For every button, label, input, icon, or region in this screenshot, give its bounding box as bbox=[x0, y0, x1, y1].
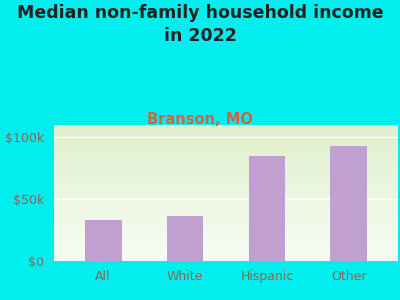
Bar bbox=[167, 216, 204, 261]
Bar bbox=[248, 155, 285, 261]
Text: Branson, MO: Branson, MO bbox=[147, 112, 253, 128]
Bar bbox=[85, 220, 122, 261]
Bar bbox=[330, 146, 367, 261]
Text: Median non-family household income
in 2022: Median non-family household income in 20… bbox=[17, 4, 383, 45]
